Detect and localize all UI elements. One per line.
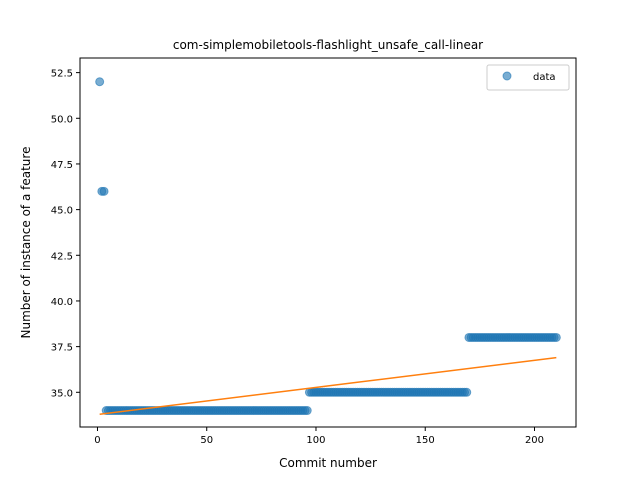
x-tick-label: 200 [525,435,544,446]
legend-label-data: data [533,72,556,83]
y-tick-label: 40.0 [51,297,73,308]
x-axis: 0 50 100 150 200 [94,427,544,446]
x-tick-label: 150 [416,435,435,446]
y-axis-label: Number of instance of a feature [19,147,33,339]
data-point [95,77,105,87]
legend-box [486,64,570,91]
plot-frame [79,57,577,428]
y-tick-label: 45.0 [51,206,73,217]
x-tick-label: 100 [306,435,325,446]
chart-title: com-simplemobiletools-flashlight_unsafe_… [173,38,483,52]
plot-area [95,77,561,416]
legend: data [486,64,570,91]
x-tick-label: 50 [200,435,213,446]
y-tick-label: 42.5 [51,251,73,262]
data-point [99,186,109,196]
y-tick-label: 37.5 [51,343,73,354]
y-tick-label: 35.0 [51,388,73,399]
data-point [302,406,312,416]
trend-line [99,356,557,415]
data-point [551,332,561,342]
y-tick-label: 47.5 [51,160,73,171]
y-tick-label: 50.0 [51,114,73,125]
y-tick-label: 52.5 [51,69,73,80]
legend-marker-data [502,71,512,81]
x-tick-label: 0 [94,435,100,446]
y-axis: 35.0 37.5 40.0 42.5 45.0 47.5 50.0 52.5 [51,69,80,399]
data-point [462,387,472,397]
x-axis-label: Commit number [279,456,377,470]
